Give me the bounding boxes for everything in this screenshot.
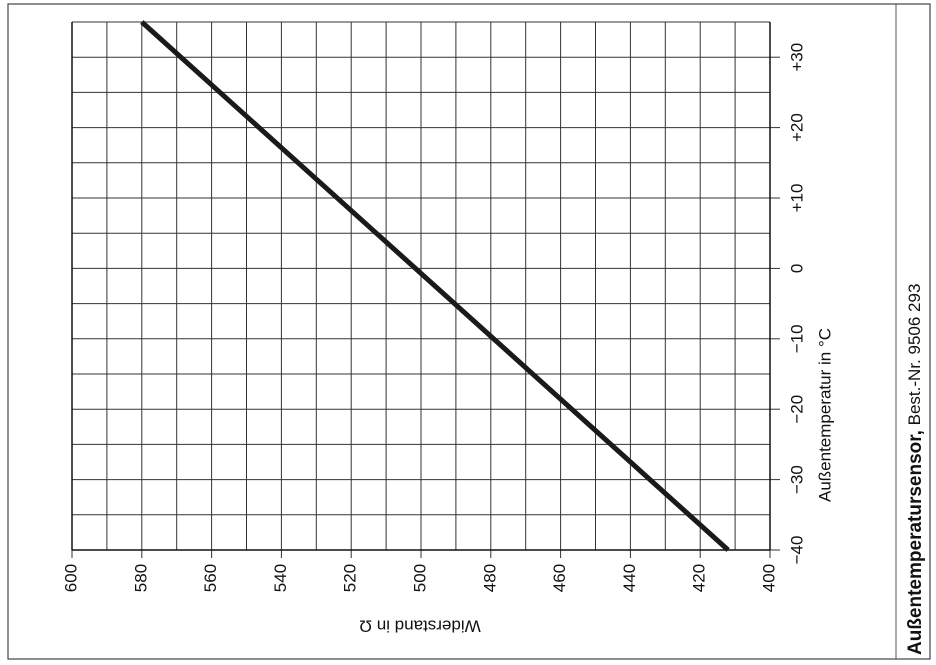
title-bold: Außentemperatursensor, [905, 430, 926, 655]
y-tick-label: −30 [787, 465, 806, 494]
y-tick-label: 0 [787, 264, 806, 273]
line [140, 20, 730, 552]
y-tick-label: +10 [787, 184, 806, 213]
chart-title: Außentemperatursensor, Best.-Nr. 9506 29… [905, 284, 926, 655]
subtitle: Best.-Nr. 9506 293 [905, 284, 924, 426]
y-tick-label: −40 [787, 536, 806, 565]
y-tick-label: −10 [787, 324, 806, 353]
x-tick-label: 500 [410, 564, 429, 592]
x-tick-label: 520 [341, 564, 360, 592]
y-tick-label: −20 [787, 395, 806, 424]
frame [7, 3, 931, 660]
x-tick-label: 420 [690, 564, 709, 592]
x-tick-label: 480 [480, 564, 499, 592]
x-tick-label: 600 [61, 564, 80, 592]
x-tick-label: 400 [759, 564, 778, 592]
x-tick-label: 580 [131, 564, 150, 592]
x-tick-label: 440 [620, 564, 639, 592]
y-tick-label: +20 [787, 113, 806, 142]
x-tick-label: 460 [550, 564, 569, 592]
x-tick-label: 560 [201, 564, 220, 592]
y-axis-label: Außentemperatur in °C [815, 328, 834, 502]
x-tick-label: 540 [271, 564, 290, 592]
x-axis-label: Widerstand in Ω [359, 617, 480, 636]
y-tick-label: +30 [787, 43, 806, 72]
